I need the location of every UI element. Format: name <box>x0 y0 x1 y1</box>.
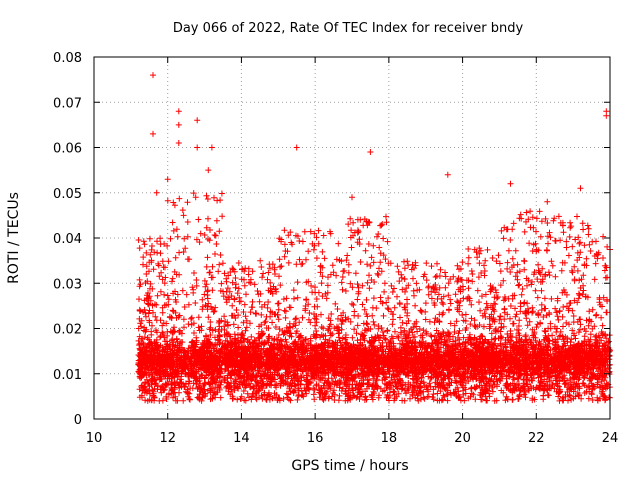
x-tick-label: 20 <box>454 431 471 446</box>
chart-title: Day 066 of 2022, Rate Of TEC Index for r… <box>173 21 524 36</box>
y-tick-label: 0.02 <box>53 323 82 338</box>
x-tick-label: 18 <box>381 431 398 446</box>
y-tick-label: 0.01 <box>53 368 82 383</box>
x-tick-label: 22 <box>528 431 545 446</box>
x-tick-label: 12 <box>159 431 176 446</box>
scatter-markers <box>135 72 613 404</box>
y-tick-label: 0.06 <box>53 142 82 157</box>
x-tick-label: 24 <box>602 431 619 446</box>
data-points <box>135 72 613 404</box>
y-tick-label: 0.07 <box>53 96 82 111</box>
y-tick-label: 0.08 <box>53 51 82 66</box>
y-tick-label: 0 <box>74 413 82 428</box>
x-tick-label: 14 <box>233 431 250 446</box>
y-tick-label: 0.04 <box>53 232 82 247</box>
y-tick-label: 0.05 <box>53 187 82 202</box>
x-axis-label: GPS time / hours <box>291 458 408 474</box>
y-tick-label: 0.03 <box>53 277 82 292</box>
grid-lines <box>94 57 610 419</box>
x-tick-label: 10 <box>86 431 103 446</box>
x-tick-label: 16 <box>307 431 324 446</box>
y-axis-ticks: 0 0.01 0.02 0.03 0.04 0.05 0.06 0.07 0.08 <box>53 51 610 428</box>
y-axis-label: ROTI / TECUs <box>6 192 22 284</box>
x-axis-ticks: 10 12 14 16 18 20 22 24 <box>86 57 619 446</box>
